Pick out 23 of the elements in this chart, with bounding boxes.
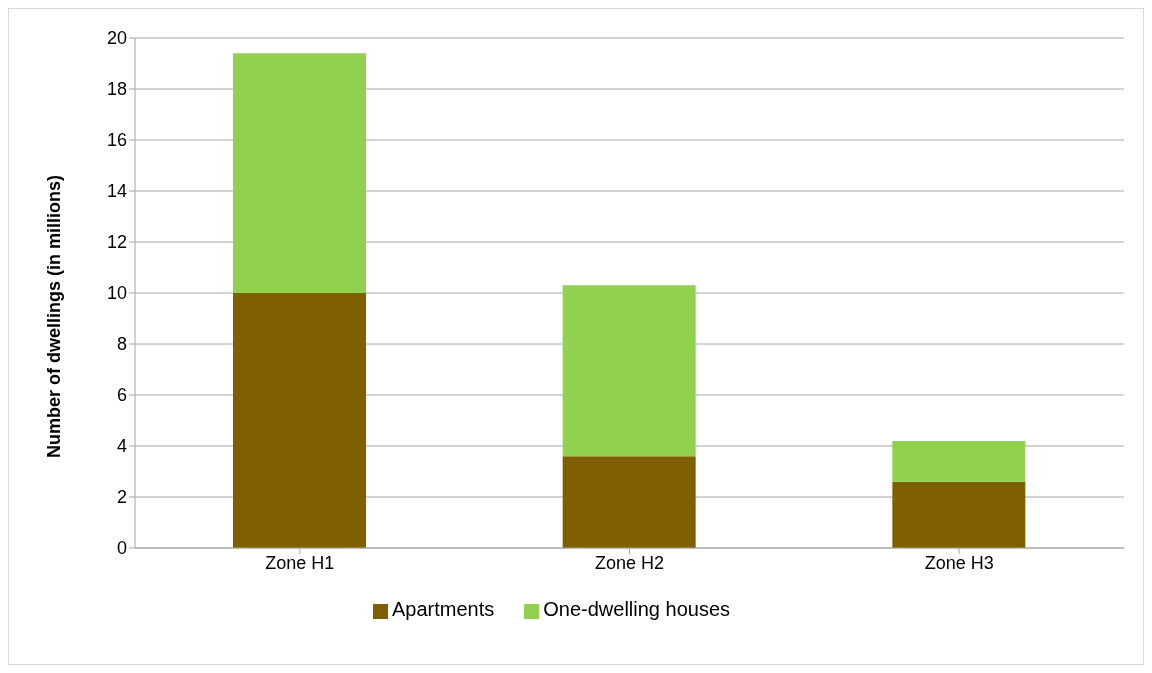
y-tick-label: 0 <box>116 538 127 559</box>
y-tick-label: 2 <box>116 487 127 508</box>
y-tick-label: 8 <box>116 334 127 355</box>
legend-label: One-dwelling houses <box>543 598 731 620</box>
y-tick-label: 14 <box>106 181 127 202</box>
bar <box>892 481 1026 548</box>
y-tick-label: 6 <box>116 385 127 406</box>
x-tick-label: Zone H1 <box>265 552 335 573</box>
bar <box>892 440 1026 482</box>
x-tick-label: Zone H3 <box>924 552 994 573</box>
y-tick-label: 10 <box>106 283 127 304</box>
y-tick-label: 4 <box>116 436 127 457</box>
y-tick-label: 20 <box>106 28 127 49</box>
bar <box>562 456 696 548</box>
bar <box>233 53 366 293</box>
legend-label: Apartments <box>391 598 495 620</box>
bar <box>562 285 696 457</box>
x-tick-label: Zone H2 <box>594 552 665 573</box>
y-tick-label: 18 <box>106 79 127 100</box>
y-tick-label: 12 <box>106 232 127 253</box>
y-tick-label: 16 <box>106 130 127 151</box>
bar <box>233 293 366 548</box>
y-axis-title: Number of dwellings (in millions) <box>44 174 65 458</box>
